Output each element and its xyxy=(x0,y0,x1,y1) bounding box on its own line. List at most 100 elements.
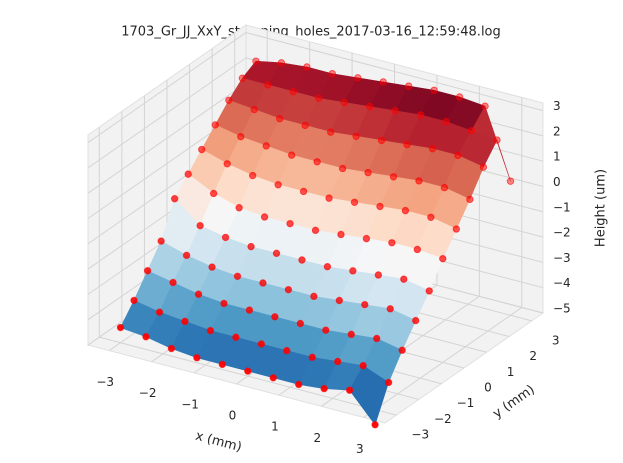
data-point xyxy=(287,151,296,159)
data-point xyxy=(308,353,316,362)
data-point xyxy=(326,128,335,136)
data-point xyxy=(362,234,371,243)
x-tick-label: −2 xyxy=(139,386,157,400)
data-point xyxy=(323,262,332,271)
grid-line xyxy=(99,336,397,416)
data-point xyxy=(311,226,320,235)
data-point xyxy=(349,267,357,275)
data-point xyxy=(493,136,501,144)
data-point xyxy=(334,357,342,366)
data-point xyxy=(142,333,150,341)
y-tick-label: 1 xyxy=(507,365,515,379)
data-point xyxy=(481,102,489,110)
data-point xyxy=(271,313,279,321)
data-point xyxy=(425,287,433,295)
data-point xyxy=(454,151,462,160)
data-point xyxy=(371,421,379,429)
data-point xyxy=(354,74,362,82)
data-point xyxy=(338,164,347,173)
chart-title: 1703_Gr_JJ_XxY_stamping_holes_2017-03-16… xyxy=(121,25,501,40)
data-point xyxy=(221,233,230,242)
data-point xyxy=(218,360,227,369)
data-point xyxy=(442,117,450,126)
data-point xyxy=(181,317,189,326)
data-point xyxy=(252,57,260,65)
data-point xyxy=(235,204,243,212)
data-point xyxy=(272,249,281,258)
data-point xyxy=(284,285,293,294)
y-tick-label: 3 xyxy=(552,333,560,347)
x-tick-label: 1 xyxy=(271,420,279,434)
y-tick-label: −2 xyxy=(434,412,452,426)
data-point xyxy=(340,98,348,107)
x-axis-label: x (mm) xyxy=(194,429,244,456)
data-point xyxy=(277,59,286,67)
data-point xyxy=(412,316,420,325)
x-tick-label: −3 xyxy=(96,375,114,389)
data-point xyxy=(237,132,245,141)
data-point xyxy=(320,384,328,393)
data-point xyxy=(260,213,269,221)
y-tick-label: −1 xyxy=(457,396,475,410)
y-axis-label: y (mm) xyxy=(490,382,537,421)
data-point xyxy=(401,206,410,215)
z-tick-label: 3 xyxy=(553,99,561,113)
data-point xyxy=(315,94,323,102)
data-point xyxy=(416,111,425,119)
data-point xyxy=(198,145,206,154)
data-point xyxy=(335,296,344,305)
x-tick-label: 0 xyxy=(229,409,237,423)
data-point xyxy=(479,163,488,171)
data-point xyxy=(193,354,201,362)
data-point xyxy=(225,96,233,104)
data-point xyxy=(232,333,240,341)
data-point xyxy=(238,74,247,82)
data-point xyxy=(257,340,266,348)
data-point xyxy=(364,168,372,177)
z-tick-label: −1 xyxy=(553,200,571,214)
data-point xyxy=(325,194,333,202)
data-point xyxy=(299,187,308,196)
data-point xyxy=(182,251,191,260)
data-point xyxy=(337,230,345,239)
data-point xyxy=(262,142,270,150)
data-point xyxy=(274,181,282,189)
data-point xyxy=(400,275,408,283)
data-point xyxy=(415,177,423,185)
data-point xyxy=(116,323,125,332)
data-point xyxy=(248,171,257,180)
data-point xyxy=(452,225,461,233)
data-point xyxy=(374,271,383,279)
data-point xyxy=(283,346,291,355)
data-point xyxy=(377,136,386,145)
data-point xyxy=(376,202,384,211)
data-point xyxy=(365,102,374,111)
data-point xyxy=(264,81,272,89)
data-point xyxy=(466,195,474,204)
x-tick-label: −1 xyxy=(181,397,199,411)
data-point xyxy=(301,121,309,130)
data-point xyxy=(250,105,259,114)
data-point xyxy=(386,305,394,313)
data-point xyxy=(295,380,303,389)
data-point xyxy=(196,221,204,230)
x-tick-label: 2 xyxy=(314,431,322,445)
data-point xyxy=(359,361,367,370)
y-tick-label: 0 xyxy=(484,381,492,395)
data-point xyxy=(269,374,277,382)
data-point xyxy=(184,170,192,178)
data-point xyxy=(313,158,321,166)
data-point xyxy=(398,346,406,354)
grid-line xyxy=(87,82,247,194)
data-point xyxy=(440,183,449,192)
data-point xyxy=(388,239,396,247)
data-point xyxy=(170,195,179,203)
data-point xyxy=(289,87,297,96)
data-point xyxy=(345,386,354,394)
data-point xyxy=(245,306,254,314)
data-point xyxy=(220,299,228,308)
data-point xyxy=(373,334,381,343)
data-point xyxy=(247,242,255,251)
data-point xyxy=(206,326,215,335)
z-tick-label: 1 xyxy=(553,150,561,164)
